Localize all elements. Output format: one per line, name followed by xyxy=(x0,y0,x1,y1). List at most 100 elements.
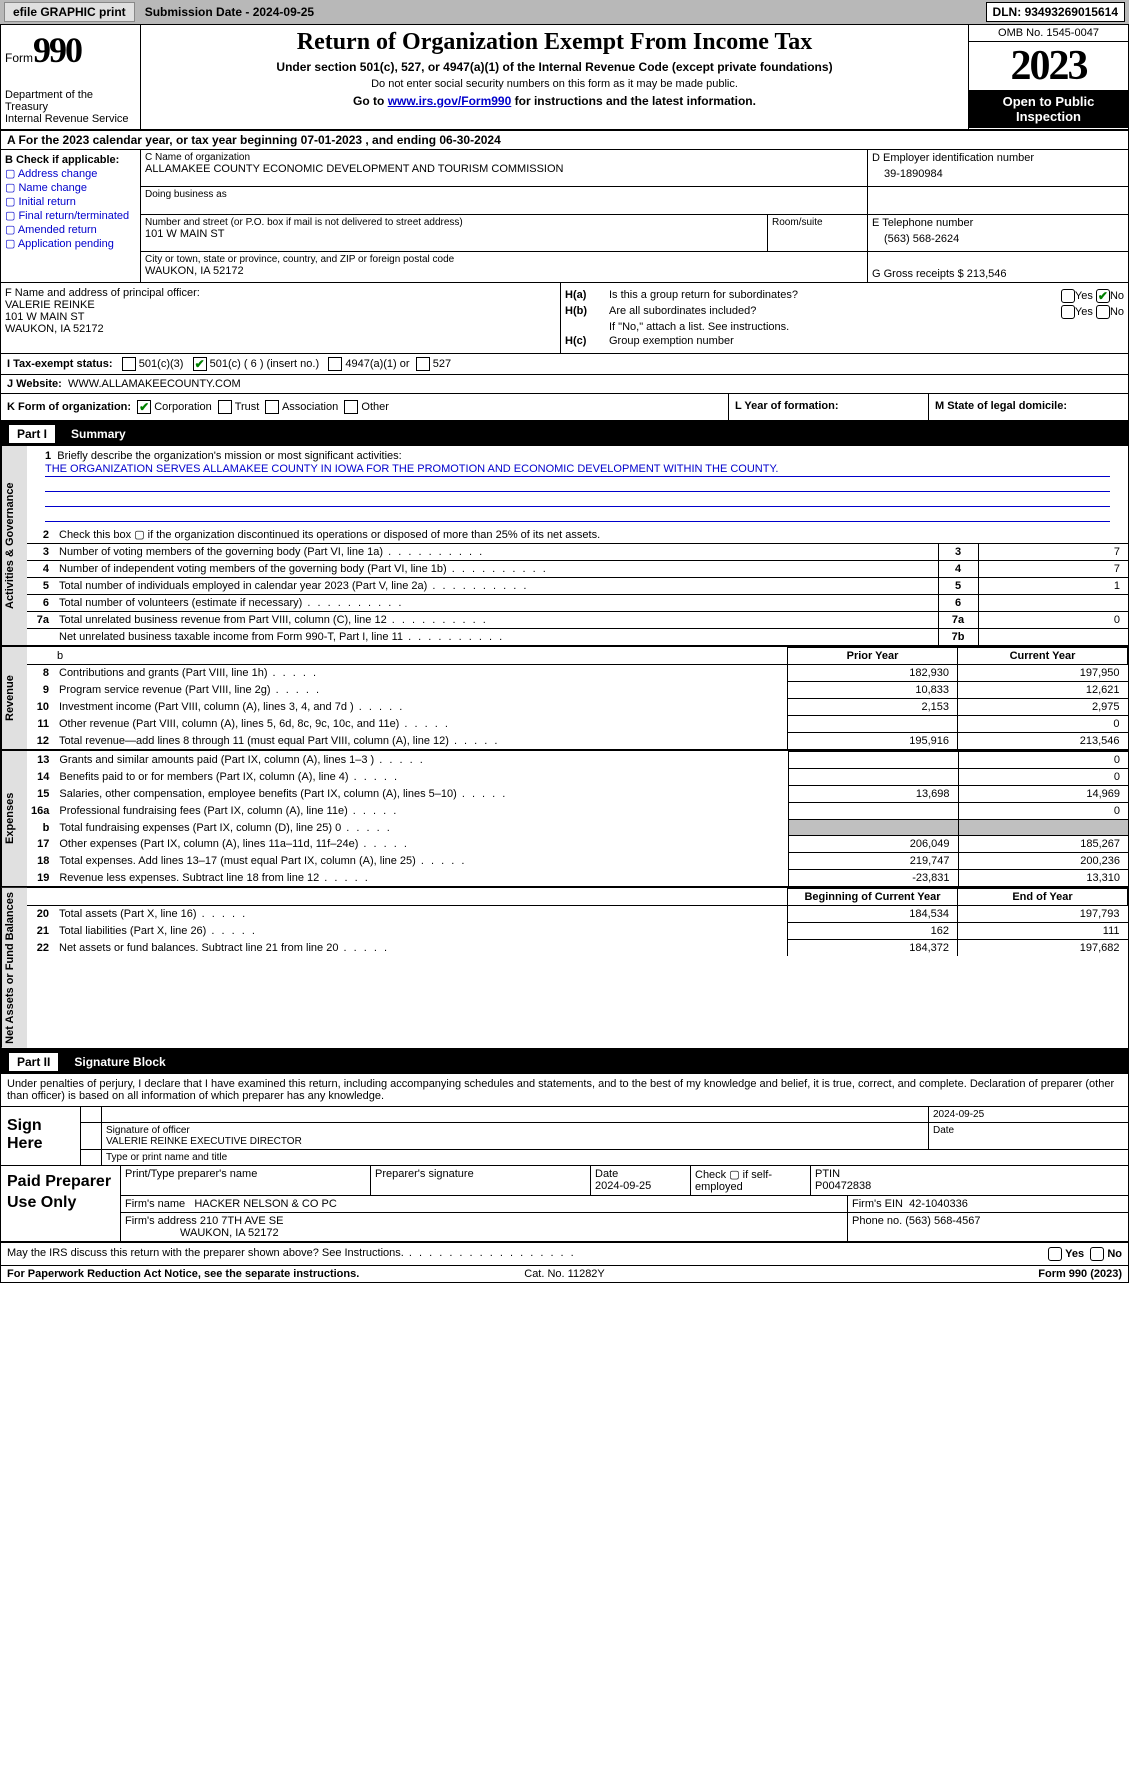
row-k-label: K Form of organization: xyxy=(7,401,131,413)
dln: DLN: 93493269015614 xyxy=(986,2,1125,22)
current-year-hdr: Current Year xyxy=(958,648,1128,665)
chk-4947[interactable] xyxy=(328,357,342,371)
chk-501c[interactable] xyxy=(193,357,207,371)
activities-governance-section: Activities & Governance 1 Briefly descri… xyxy=(1,446,1128,647)
chk-527[interactable] xyxy=(416,357,430,371)
discuss-question: May the IRS discuss this return with the… xyxy=(1,1243,1128,1266)
part-1-num: Part I xyxy=(9,425,55,443)
chk-final-return[interactable]: ▢ Final return/terminated xyxy=(5,209,136,222)
form-word: Form xyxy=(5,51,33,65)
fin-line: bTotal fundraising expenses (Part IX, co… xyxy=(27,820,1128,836)
website-value: WWW.ALLAMAKEECOUNTY.COM xyxy=(68,378,241,390)
gov-line: 3Number of voting members of the governi… xyxy=(27,544,1128,561)
chk-association[interactable] xyxy=(265,400,279,414)
city-label: City or town, state or province, country… xyxy=(145,254,863,265)
firm-ein-label: Firm's EIN xyxy=(852,1198,903,1210)
addr-value: 101 W MAIN ST xyxy=(145,228,763,240)
paperwork-notice: For Paperwork Reduction Act Notice, see … xyxy=(7,1268,379,1280)
chk-corporation[interactable] xyxy=(137,400,151,414)
hb-no[interactable] xyxy=(1096,305,1110,319)
firm-phone-label: Phone no. xyxy=(852,1215,902,1227)
hc-label: H(c) xyxy=(565,335,603,347)
mission-blank-3 xyxy=(45,507,1110,522)
fin-line: 18Total expenses. Add lines 13–17 (must … xyxy=(27,853,1128,870)
net-assets-table: Beginning of Current Year End of Year 20… xyxy=(27,888,1128,956)
governance-table: 2Check this box ▢ if the organization di… xyxy=(27,526,1128,645)
mission-blank-1 xyxy=(45,477,1110,492)
org-name: ALLAMAKEE COUNTY ECONOMIC DEVELOPMENT AN… xyxy=(145,163,863,175)
toolbar: efile GRAPHIC print Submission Date - 20… xyxy=(0,0,1129,24)
fin-line: 12Total revenue—add lines 8 through 11 (… xyxy=(27,733,1128,750)
fin-line: 21Total liabilities (Part X, line 26)162… xyxy=(27,923,1128,940)
gross-receipts-value: 213,546 xyxy=(967,268,1007,280)
net-assets-section: Net Assets or Fund Balances Beginning of… xyxy=(1,888,1128,1050)
tax-exempt-status-row: I Tax-exempt status: 501(c)(3) 501(c) ( … xyxy=(1,354,1128,375)
irs-link[interactable]: www.irs.gov/Form990 xyxy=(388,94,512,108)
sign-here-block: Sign Here 2024-09-25 Signature of office… xyxy=(1,1107,1128,1166)
hb-note: If "No," attach a list. See instructions… xyxy=(609,321,1124,333)
principal-officer: F Name and address of principal officer:… xyxy=(1,283,561,353)
hb-yes[interactable] xyxy=(1061,305,1075,319)
discuss-text: May the IRS discuss this return with the… xyxy=(7,1247,1048,1261)
sig-officer-name: VALERIE REINKE EXECUTIVE DIRECTOR xyxy=(106,1136,924,1147)
ha-yes[interactable] xyxy=(1061,289,1075,303)
line-1-num: 1 xyxy=(45,450,51,462)
chk-other[interactable] xyxy=(344,400,358,414)
submission-date: Submission Date - 2024-09-25 xyxy=(141,3,318,21)
gov-line: 7aTotal unrelated business revenue from … xyxy=(27,612,1128,629)
addr-label: Number and street (or P.O. box if mail i… xyxy=(145,217,763,228)
firm-addr1: 210 7TH AVE SE xyxy=(200,1215,284,1227)
officer-name: VALERIE REINKE xyxy=(5,299,556,311)
firm-phone: (563) 568-4567 xyxy=(905,1215,980,1227)
form-footer: Form 990 (2023) xyxy=(750,1268,1122,1280)
end-year-hdr: End of Year xyxy=(958,889,1128,906)
website-row: J Website: WWW.ALLAMAKEECOUNTY.COM xyxy=(1,375,1128,394)
row-m-label: M State of legal domicile: xyxy=(935,400,1067,412)
ha-text: Is this a group return for subordinates? xyxy=(609,289,1055,303)
gross-receipts-label: G Gross receipts $ xyxy=(872,268,964,280)
fin-line: 13Grants and similar amounts paid (Part … xyxy=(27,752,1128,769)
hc-text: Group exemption number xyxy=(609,335,1124,347)
prep-date-hdr: Date xyxy=(595,1168,618,1180)
gov-line: Net unrelated business taxable income fr… xyxy=(27,629,1128,646)
goto-line: Go to www.irs.gov/Form990 for instructio… xyxy=(149,94,960,108)
form-page: Form990 Department of the Treasury Inter… xyxy=(0,24,1129,1283)
dba-label: Doing business as xyxy=(145,189,863,200)
expenses-table: 13Grants and similar amounts paid (Part … xyxy=(27,751,1128,886)
form-number: 990 xyxy=(33,30,81,70)
chk-amended-return[interactable]: ▢ Amended return xyxy=(5,223,136,236)
section-b-through-g: B Check if applicable: ▢ Address change … xyxy=(1,150,1128,283)
chk-address-change[interactable]: ▢ Address change xyxy=(5,167,136,180)
chk-name-change[interactable]: ▢ Name change xyxy=(5,181,136,194)
part-1-header: Part I Summary xyxy=(1,422,1128,446)
fin-line: 11Other revenue (Part VIII, column (A), … xyxy=(27,716,1128,733)
signature-declaration: Under penalties of perjury, I declare th… xyxy=(1,1074,1128,1107)
row-j-label: J Website: xyxy=(7,378,62,390)
firm-name: HACKER NELSON & CO PC xyxy=(194,1198,336,1210)
discuss-no[interactable] xyxy=(1090,1247,1104,1261)
form-header: Form990 Department of the Treasury Inter… xyxy=(1,25,1128,131)
expenses-section: Expenses 13Grants and similar amounts pa… xyxy=(1,751,1128,888)
revenue-table: b Prior Year Current Year 8Contributions… xyxy=(27,647,1128,749)
org-name-label: C Name of organization xyxy=(145,152,863,163)
tel-label: E Telephone number xyxy=(872,217,1124,229)
officer-label: F Name and address of principal officer: xyxy=(5,287,556,299)
prep-date-val: 2024-09-25 xyxy=(595,1180,651,1192)
mission-label: Briefly describe the organization's miss… xyxy=(57,450,401,462)
ha-label: H(a) xyxy=(565,289,603,303)
ha-no[interactable] xyxy=(1096,289,1110,303)
efile-print-button[interactable]: efile GRAPHIC print xyxy=(4,2,135,22)
omb-number: OMB No. 1545-0047 xyxy=(969,25,1128,42)
mission-text: THE ORGANIZATION SERVES ALLAMAKEE COUNTY… xyxy=(45,462,1110,477)
prior-year-hdr: Prior Year xyxy=(788,648,958,665)
prep-selfemp: Check ▢ if self-employed xyxy=(691,1166,811,1195)
chk-trust[interactable] xyxy=(218,400,232,414)
irs-label: Internal Revenue Service xyxy=(5,113,136,125)
sign-date: 2024-09-25 xyxy=(928,1107,1128,1122)
chk-501c3[interactable] xyxy=(122,357,136,371)
gov-line: 2Check this box ▢ if the organization di… xyxy=(27,526,1128,544)
klm-row: K Form of organization: Corporation Trus… xyxy=(1,394,1128,422)
chk-initial-return[interactable]: ▢ Initial return xyxy=(5,195,136,208)
discuss-yes[interactable] xyxy=(1048,1247,1062,1261)
chk-application-pending[interactable]: ▢ Application pending xyxy=(5,237,136,250)
